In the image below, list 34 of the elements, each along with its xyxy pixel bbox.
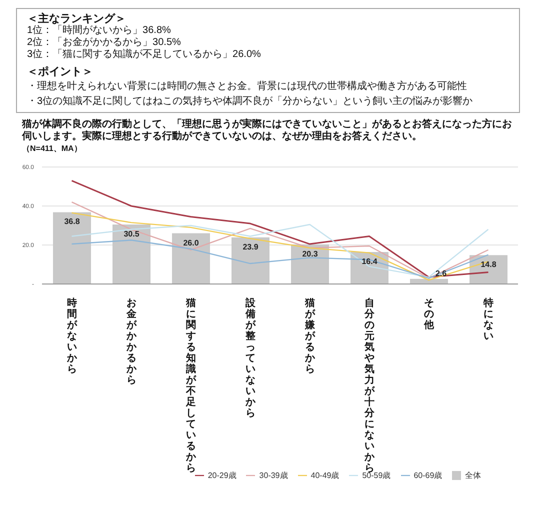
- category-label: 猫に関する知識が不足しているから: [186, 298, 196, 474]
- category-label: 自分の元気や気力が十分にないから: [364, 298, 374, 474]
- bar: [112, 224, 150, 284]
- data-label: 26.0: [183, 238, 200, 248]
- x-tick-label: 時間がないから: [66, 298, 78, 375]
- text: 1位：「時間がないから」36.8%: [27, 25, 172, 36]
- x-tick-label: お金がかかるから: [125, 298, 138, 386]
- text: 3位：「猫に関する知識が不足しているから」26.0%: [27, 49, 262, 61]
- text: ・理想を叶えられない背景には時間の無さとお金。背景には現代の世帯構成や働き方がある可能性: [27, 81, 468, 93]
- text: ＜ポイント＞: [27, 66, 94, 78]
- legend-label: 40-49歳: [310, 471, 340, 480]
- data-label: 30.5: [124, 230, 140, 239]
- legend-label: 60-69歳: [414, 471, 442, 480]
- data-label: 16.4: [362, 257, 378, 266]
- x-tick-label: 特にない: [482, 298, 494, 342]
- x-tick-label: その他: [422, 298, 435, 331]
- text: ・3位の知識不足に関してはねこの気持ちや体調不良が「分からない」という飼い主の悩みが影響か: [27, 96, 474, 108]
- chart-subtitle: （N=411、MA）: [22, 143, 83, 155]
- category-label: 設備が整っていないから: [245, 298, 256, 419]
- legend-label: 30-39歳: [259, 471, 288, 480]
- legend-label: 20-29歳: [208, 471, 236, 480]
- data-label: 20.3: [302, 249, 318, 258]
- data-label: 23.9: [242, 242, 259, 252]
- data-label: 36.8: [64, 217, 80, 226]
- data-label: 14.8: [480, 260, 497, 270]
- x-tick-label: 猫が嫌がるから: [304, 298, 316, 375]
- bar: [232, 237, 270, 284]
- legend-label: 全体: [465, 471, 482, 480]
- legend-label: 50-59歳: [362, 471, 391, 480]
- bar: [53, 212, 91, 284]
- text: 2位：「お金がかかるから」30.5%: [27, 37, 182, 48]
- text: ＜主なランキング＞: [27, 13, 127, 25]
- chart-title: 猫が体調不良の際の行動として、「理想に思うが実際にはできていないこと」があるとお答えになった方にお伺いします。実際に理想とする行動ができていないのは、なぜか理由をお答えください。: [22, 119, 513, 143]
- bar: [172, 233, 210, 284]
